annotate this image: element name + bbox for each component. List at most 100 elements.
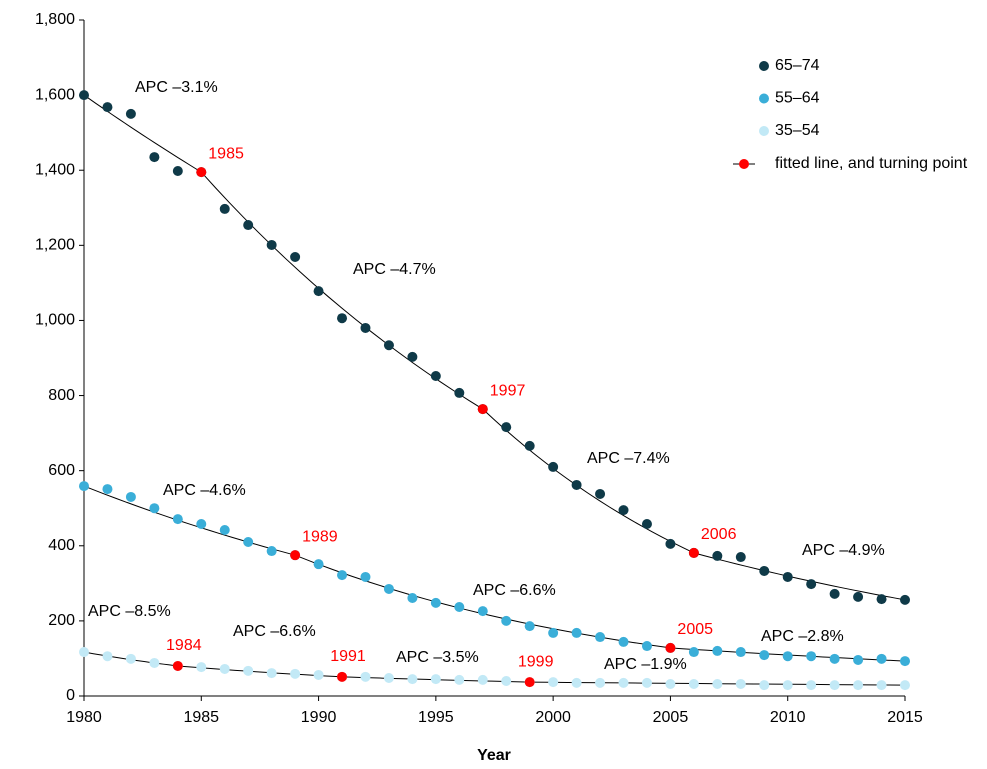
- turning-point-label: 1997: [490, 382, 526, 399]
- data-point: [360, 671, 371, 682]
- data-point: [290, 668, 301, 679]
- apc-label: APC –3.1%: [135, 79, 218, 96]
- apc-label: APC –2.8%: [761, 628, 844, 645]
- turning-point-label: 1999: [518, 653, 554, 670]
- data-point: [383, 583, 394, 594]
- data-point: [618, 505, 629, 516]
- data-point: [102, 102, 113, 113]
- y-tick-label: 200: [48, 612, 75, 629]
- data-point: [313, 559, 324, 570]
- turning-point-label: 1991: [330, 648, 366, 665]
- data-point: [759, 565, 770, 576]
- data-point: [900, 680, 910, 691]
- data-point: [665, 678, 676, 689]
- data-point: [219, 525, 230, 536]
- data-point: [149, 152, 160, 163]
- data-point: [219, 663, 230, 674]
- data-point: [79, 647, 89, 658]
- y-tick-label: 1,000: [35, 312, 75, 329]
- data-point: [618, 677, 629, 688]
- apc-label: APC –4.7%: [353, 261, 436, 278]
- data-point: [219, 203, 230, 214]
- x-tick-label: 2005: [653, 709, 689, 726]
- data-point: [149, 503, 160, 514]
- data-point: [266, 546, 277, 557]
- data-point: [571, 677, 582, 688]
- data-point: [571, 479, 582, 490]
- data-point: [243, 220, 254, 231]
- data-point: [806, 579, 817, 590]
- data-point: [618, 636, 629, 647]
- y-tick-label: 0: [66, 687, 75, 704]
- data-point: [548, 627, 559, 638]
- data-point: [712, 678, 723, 689]
- data-point: [337, 313, 348, 324]
- y-tick-label: 1,800: [35, 11, 75, 28]
- turning-point: [290, 550, 301, 561]
- apc-label: APC –8.5%: [88, 603, 171, 620]
- x-tick-label: 2000: [535, 709, 571, 726]
- data-point: [79, 481, 89, 492]
- data-point: [430, 597, 441, 608]
- data-point: [102, 651, 113, 662]
- data-point: [501, 422, 512, 433]
- data-point: [79, 90, 89, 101]
- data-point: [313, 669, 324, 680]
- legend-marker: [759, 93, 769, 104]
- data-point: [853, 680, 864, 691]
- apc-label: APC –4.6%: [163, 482, 246, 499]
- data-point: [125, 108, 136, 119]
- data-point: [243, 537, 254, 548]
- data-point: [688, 647, 699, 658]
- apc-label: APC –7.4%: [587, 450, 670, 467]
- apc-label: APC –4.9%: [802, 542, 885, 559]
- data-point: [829, 680, 840, 691]
- data-point: [548, 461, 559, 472]
- x-tick-label: 2015: [887, 709, 923, 726]
- turning-point-label: 1989: [302, 528, 338, 545]
- y-tick-label: 1,400: [35, 161, 75, 178]
- turning-point-label: 2005: [677, 621, 713, 638]
- data-point: [759, 680, 770, 691]
- data-point: [430, 674, 441, 685]
- data-point: [477, 674, 488, 685]
- data-point: [125, 653, 136, 664]
- data-point: [407, 592, 418, 603]
- turning-point-label: 1985: [208, 145, 244, 162]
- legend-marker: [759, 126, 769, 136]
- data-point: [735, 647, 746, 658]
- data-point: [900, 594, 910, 605]
- legend-label: 35–54: [775, 122, 820, 139]
- data-point: [853, 654, 864, 665]
- data-point: [595, 677, 606, 688]
- data-point: [337, 570, 348, 581]
- data-point: [454, 387, 465, 398]
- data-point: [243, 665, 254, 676]
- y-tick-label: 400: [48, 537, 75, 554]
- data-point: [383, 672, 394, 683]
- data-point: [524, 440, 535, 451]
- data-point: [665, 538, 676, 549]
- turning-point-label: 1984: [166, 637, 202, 654]
- turning-point: [196, 167, 207, 178]
- legend-turning-point: [739, 159, 749, 169]
- legend-marker: [759, 61, 769, 71]
- data-point: [430, 371, 441, 382]
- data-point: [454, 601, 465, 612]
- turning-point: [337, 671, 348, 682]
- turning-point: [172, 660, 183, 671]
- data-point: [407, 351, 418, 362]
- data-point: [759, 650, 770, 661]
- data-point: [782, 680, 793, 691]
- data-point: [454, 674, 465, 685]
- fitted-line: [83, 651, 906, 686]
- data-point: [876, 594, 887, 605]
- turning-point: [665, 642, 676, 653]
- data-point: [196, 662, 207, 673]
- data-point: [782, 571, 793, 582]
- data-point: [102, 484, 113, 495]
- x-tick-label: 1980: [66, 709, 102, 726]
- data-point: [266, 239, 277, 250]
- data-point: [806, 651, 817, 662]
